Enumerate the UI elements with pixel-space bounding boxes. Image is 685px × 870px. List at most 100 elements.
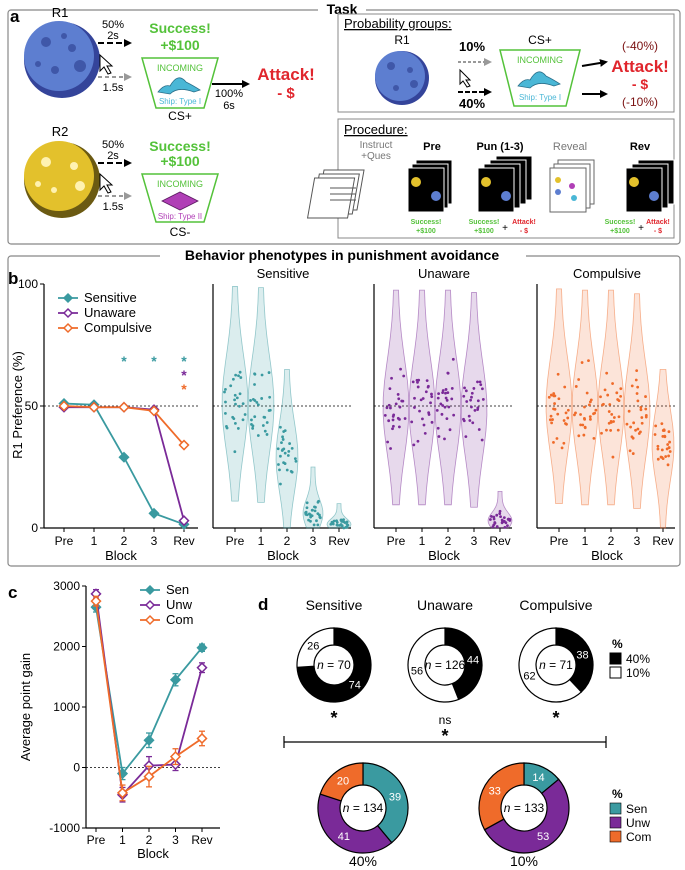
violin-shape	[275, 368, 299, 529]
violin-shape	[434, 289, 462, 506]
violin-dot	[305, 506, 309, 510]
violin-dot	[446, 391, 450, 395]
violin-dot	[556, 412, 560, 416]
violin-dot	[452, 413, 456, 417]
donut-slice-label: 26	[307, 640, 319, 652]
donut-slice-label: 44	[467, 655, 479, 667]
donut-slice-com	[319, 762, 364, 802]
violin-dot	[625, 422, 629, 426]
panel-a-letter: a	[10, 7, 20, 26]
violin-dot	[238, 370, 242, 374]
violin-dot	[664, 455, 668, 458]
violin-dot	[464, 389, 468, 393]
violin-dot	[619, 387, 623, 391]
violin-dot	[430, 395, 434, 399]
violin-dot	[345, 520, 349, 524]
violin-dot	[627, 409, 631, 413]
violin-dot	[238, 392, 242, 396]
violin-dot	[630, 384, 634, 388]
violin-dot	[549, 393, 553, 397]
violin-dot	[445, 417, 449, 420]
violin-xtick-label: 2	[445, 534, 452, 548]
violin-dot	[450, 397, 454, 401]
c-xtick-label: Pre	[87, 833, 106, 847]
d-bracket-sig: *	[441, 726, 448, 746]
violin-dot	[667, 446, 671, 450]
b-sig-star: *	[181, 353, 187, 369]
c-point-unw	[196, 662, 208, 674]
violin-dot	[462, 394, 466, 398]
proc-rev: Rev	[630, 141, 651, 153]
violin-dot	[243, 413, 247, 416]
violin-shape	[597, 289, 625, 506]
donut-title: Compulsive	[519, 597, 592, 613]
c-legend-unw: Unw	[166, 597, 193, 612]
violin-dot	[498, 509, 502, 513]
violin-dot	[344, 526, 348, 529]
donut-sig: ns	[439, 713, 452, 727]
b-xlabel: Block	[105, 548, 137, 563]
violin-dot	[489, 518, 492, 521]
c-xtick-label: Rev	[191, 833, 212, 847]
b-point-sensitive	[148, 507, 160, 519]
proc-pun-success: Success!	[469, 219, 500, 226]
violin-dot	[241, 418, 245, 422]
violin-dot	[656, 457, 660, 461]
d2-legend-sen: Sen	[626, 802, 647, 816]
c-legend-marker	[144, 584, 156, 596]
violin-dot	[224, 411, 227, 415]
n-value: = 70	[324, 658, 351, 672]
b-point-compulsive	[148, 405, 160, 417]
violin-dot	[231, 415, 235, 419]
violin-dot	[285, 468, 289, 472]
donut-n-label: n = 71	[539, 658, 573, 672]
c-legend-sen: Sen	[166, 582, 189, 597]
violin-dot	[468, 419, 472, 422]
attack-pct: 100%	[215, 88, 243, 100]
prob-neg40: (-40%)	[622, 39, 658, 53]
violin-dot	[308, 512, 311, 516]
violin-dot	[599, 395, 602, 399]
violin-xtick-label: 2	[608, 534, 615, 548]
d2-legend-swatch	[609, 802, 622, 815]
donut-group-title: 40%	[349, 853, 377, 869]
r1-label: R1	[52, 5, 69, 20]
violin-dot	[667, 454, 671, 458]
donut-slice-label: 33	[489, 786, 501, 798]
violin-dot	[388, 387, 392, 391]
violin-dot	[640, 421, 644, 425]
violin-dot	[441, 404, 445, 407]
n-value: = 133	[510, 801, 544, 815]
violin-dot	[391, 418, 395, 422]
b-sig-star: *	[181, 367, 187, 383]
donut-slice-label: 20	[337, 775, 349, 787]
proc-title: Procedure:	[344, 122, 408, 137]
cursor-icon	[459, 68, 472, 88]
donut-slice-unw	[483, 778, 570, 854]
violin-dot	[416, 385, 420, 389]
b-violin-charts: Sensitive Pre 1 2 3 Rev Block Unaware Pre 1 2 3 Rev B…	[212, 266, 675, 563]
violin-xtick-label: Pre	[387, 534, 406, 548]
violin-dot	[282, 461, 285, 465]
prob-ship: Ship: Type I	[519, 93, 561, 102]
donut-title: Sensitive	[306, 597, 363, 613]
donut-n-label: n = 134	[343, 801, 384, 815]
r2-incoming: INCOMING	[157, 179, 203, 189]
violin-dot	[579, 413, 582, 416]
violin-dot	[592, 436, 596, 440]
violin-shape	[487, 490, 513, 529]
proc-pun-reward: +$100	[474, 228, 494, 235]
proc-instruct: Instruct	[360, 140, 393, 151]
violin-dot	[609, 420, 613, 424]
violin-dot	[383, 414, 387, 417]
violin-dot	[418, 409, 421, 413]
b-xtick-label: 3	[151, 534, 158, 548]
violin-dot	[391, 427, 394, 431]
donut-slice-40pct	[555, 627, 594, 693]
b-ytick-label: 0	[31, 521, 38, 535]
violin-shape	[382, 289, 410, 506]
cursor-icon	[99, 53, 114, 75]
violin-dot	[489, 515, 493, 518]
